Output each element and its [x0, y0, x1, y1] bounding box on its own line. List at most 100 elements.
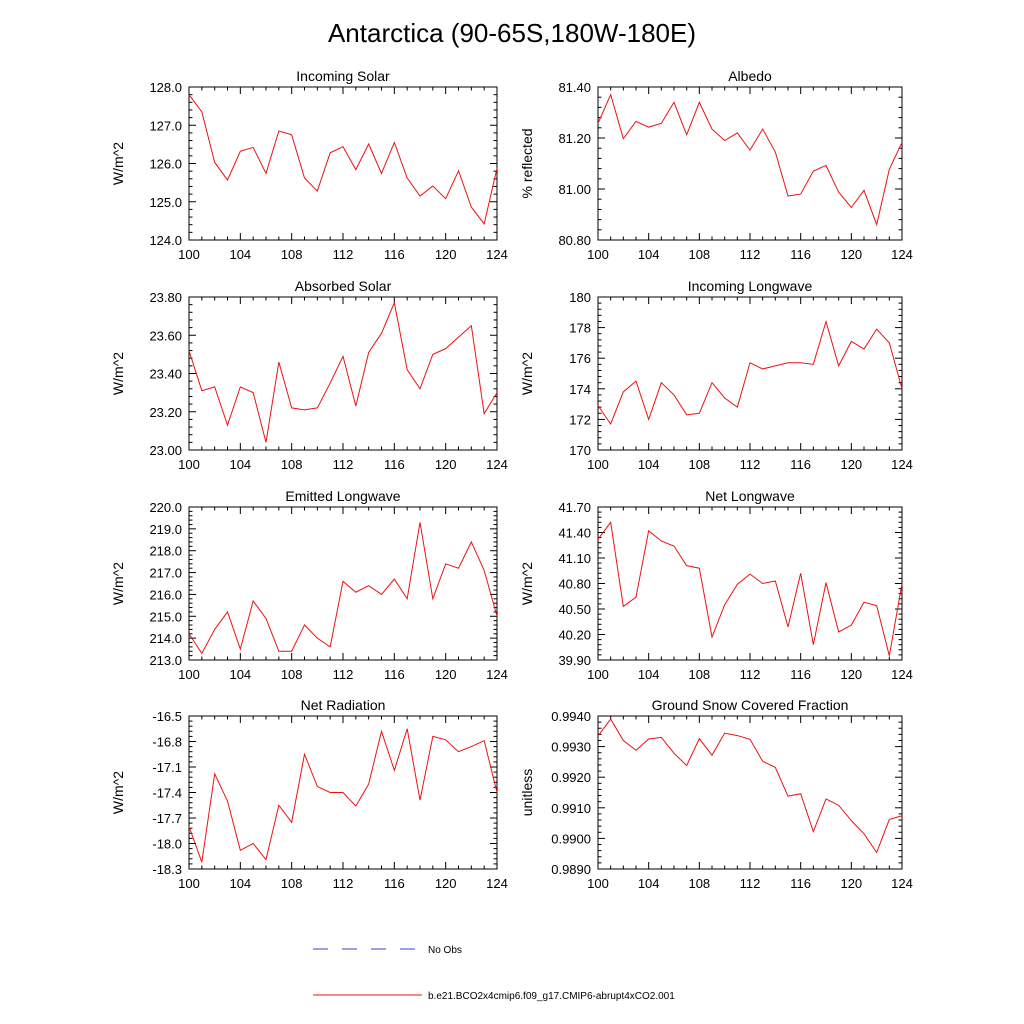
x-tick-label: 112: [740, 667, 761, 682]
series-line: [188, 301, 498, 443]
x-tick-label: 104: [638, 247, 660, 262]
x-tick-label: 112: [333, 247, 354, 262]
series-line: [188, 728, 498, 863]
x-tick-label: 124: [891, 667, 913, 682]
x-tick-label: 116: [384, 667, 405, 682]
y-tick-label: 125.0: [149, 195, 182, 210]
x-tick-label: 108: [688, 667, 710, 682]
y-axis-label: W/m^2: [519, 562, 535, 605]
y-tick-label: 80.80: [558, 233, 591, 248]
x-tick-label: 100: [587, 876, 609, 891]
y-tick-label: -16.8: [152, 735, 182, 750]
panel-5: Emitted Longwave W/m^2 100 104 108 112 116 120 1…: [110, 488, 508, 682]
legend-obs-label: No Obs: [428, 945, 462, 956]
y-tick-label: 170: [569, 443, 591, 458]
x-tick-label: 124: [486, 457, 508, 472]
x-tick-label: 120: [435, 667, 457, 682]
x-tick-label: 108: [281, 457, 303, 472]
x-tick-label: 100: [587, 247, 609, 262]
y-tick-label: 176: [569, 351, 591, 366]
plot-frame: [597, 86, 903, 241]
x-tick-label: 104: [229, 457, 251, 472]
y-tick-label: 218.0: [149, 544, 182, 559]
y-tick-label: 23.80: [149, 290, 182, 305]
x-tick-label: 116: [790, 876, 811, 891]
x-tick-label: 124: [891, 247, 913, 262]
panel-title: Net Radiation: [301, 697, 386, 713]
y-tick-label: 41.10: [558, 551, 591, 566]
y-tick-label: 23.60: [149, 328, 182, 343]
x-tick-label: 124: [891, 457, 913, 472]
y-tick-label: 0.9890: [551, 862, 591, 877]
y-tick-label: 41.70: [558, 500, 591, 515]
y-tick-label: 219.0: [149, 522, 182, 537]
x-tick-label: 100: [587, 667, 609, 682]
x-tick-label: 100: [178, 247, 200, 262]
y-axis-label: W/m^2: [110, 142, 126, 185]
y-tick-label: 40.80: [558, 577, 591, 592]
x-tick-label: 120: [435, 457, 457, 472]
series-line: [597, 93, 903, 227]
x-tick-label: 120: [840, 667, 862, 682]
plot-frame: [188, 296, 498, 451]
y-tick-label: 216.0: [149, 587, 182, 602]
y-tick-label: 217.0: [149, 566, 182, 581]
y-axis-label: % reflected: [519, 128, 535, 198]
panel-8: Ground Snow Covered Fraction unitless 100 1…: [519, 697, 913, 891]
x-tick-label: 108: [281, 876, 303, 891]
x-tick-label: 108: [688, 457, 710, 472]
plot-frame: [597, 506, 903, 661]
x-tick-label: 120: [840, 876, 862, 891]
x-tick-label: 100: [178, 667, 200, 682]
y-tick-label: 0.9900: [551, 831, 591, 846]
y-tick-label: 213.0: [149, 653, 182, 668]
series-line: [188, 94, 498, 226]
x-tick-label: 124: [486, 247, 508, 262]
x-tick-label: 112: [333, 667, 354, 682]
panel-title: Incoming Solar: [296, 68, 390, 84]
x-tick-label: 104: [229, 876, 251, 891]
x-tick-label: 120: [840, 247, 862, 262]
x-tick-label: 112: [333, 457, 354, 472]
x-tick-label: 116: [384, 247, 405, 262]
y-tick-label: 126.0: [149, 157, 182, 172]
x-tick-label: 100: [178, 876, 200, 891]
panel-title: Ground Snow Covered Fraction: [652, 697, 849, 713]
y-tick-label: 172: [569, 412, 591, 427]
y-tick-label: 214.0: [149, 631, 182, 646]
x-tick-label: 108: [688, 247, 710, 262]
legend: No Obs b.e21.BCO2x4cmip6.f09_g17.CMIP6-a…: [313, 945, 675, 1002]
panel-2: Albedo % reflected 100 104 108 112 116 120 124 80…: [519, 68, 913, 262]
y-tick-label: 0.9940: [551, 709, 591, 724]
x-tick-label: 120: [840, 457, 862, 472]
x-tick-label: 112: [740, 457, 761, 472]
panel-title: Net Longwave: [705, 488, 795, 504]
series-line: [597, 718, 903, 854]
x-tick-label: 124: [891, 876, 913, 891]
y-tick-label: 128.0: [149, 80, 182, 95]
y-axis-label: W/m^2: [110, 771, 126, 814]
y-tick-label: 215.0: [149, 609, 182, 624]
panel-1: Incoming Solar W/m^2 100 104 108 112 116 120 124…: [110, 68, 508, 262]
series-line: [597, 319, 903, 426]
x-tick-label: 108: [688, 876, 710, 891]
y-tick-label: 23.00: [149, 443, 182, 458]
x-tick-label: 112: [740, 876, 761, 891]
y-tick-label: 40.50: [558, 602, 591, 617]
x-tick-label: 124: [486, 667, 508, 682]
y-axis-label: unitless: [519, 769, 535, 816]
x-tick-label: 104: [229, 667, 251, 682]
y-tick-label: 124.0: [149, 233, 182, 248]
x-tick-label: 116: [384, 876, 405, 891]
x-tick-label: 100: [178, 457, 200, 472]
y-tick-label: 0.9910: [551, 801, 591, 816]
y-tick-label: 23.20: [149, 405, 182, 420]
y-tick-label: 220.0: [149, 500, 182, 515]
y-tick-label: -18.0: [152, 837, 182, 852]
y-tick-label: -17.4: [152, 786, 182, 801]
x-tick-label: 104: [638, 457, 660, 472]
panels: Incoming Solar W/m^2 100 104 108 112 116 120 124…: [110, 68, 913, 891]
y-tick-label: 81.40: [558, 80, 591, 95]
series-line: [188, 522, 498, 655]
